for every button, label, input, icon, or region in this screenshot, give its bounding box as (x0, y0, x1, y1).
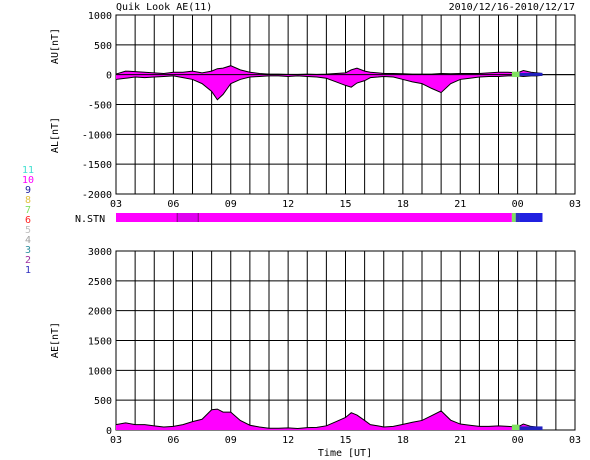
station-bar (116, 213, 543, 222)
station-segment-1 (519, 213, 543, 222)
y-tick-label: -1500 (82, 160, 112, 171)
y-tick-label: 2500 (88, 277, 112, 288)
legend-item-2: 2 (25, 255, 31, 266)
y-tick-label: 0 (106, 426, 112, 437)
ae-late-segment-green (511, 424, 520, 430)
x-tick-label: 03 (110, 199, 122, 210)
ae-area (116, 409, 543, 430)
y-tick-label: 3000 (88, 247, 112, 258)
late-segment-blue (519, 72, 543, 76)
y-tick-label: -2000 (82, 190, 112, 201)
x-tick-label: 00 (512, 435, 524, 446)
x-tick-label: 15 (339, 435, 351, 446)
y-tick-label: 1000 (88, 366, 112, 377)
legend-item-8: 8 (25, 195, 31, 206)
legend-item-1: 1 (25, 265, 31, 276)
au-area (116, 65, 543, 75)
date-range: 2010/12/16-2010/12/17 (449, 2, 575, 13)
au-line (115, 65, 543, 75)
legend-item-6: 6 (25, 215, 31, 226)
y-tick-label: 1500 (88, 337, 112, 348)
legend-item-11: 11 (22, 165, 34, 176)
y-tick-label: 500 (94, 396, 112, 407)
legend-item-5: 5 (25, 225, 31, 236)
x-tick-label: 00 (512, 199, 524, 210)
y-tick-label: 500 (94, 41, 112, 52)
x-tick-label: 03 (110, 435, 122, 446)
legend-item-9: 9 (25, 185, 31, 196)
al-area (116, 74, 543, 100)
ae-axis-label: AE[nT] (50, 322, 61, 358)
x-tick-label: 12 (282, 199, 294, 210)
x-tick-label: 03 (569, 199, 581, 210)
au-axis-label: AU[nT] (50, 28, 61, 64)
x-axis-label: Time [UT] (318, 448, 372, 459)
station-bar-label: N.STN (75, 214, 105, 225)
x-tick-label: 09 (225, 435, 237, 446)
x-tick-label: 03 (569, 435, 581, 446)
al-axis-label: AL[nT] (50, 117, 61, 153)
x-tick-label: 21 (454, 199, 466, 210)
ae-line (115, 408, 543, 430)
x-tick-label: 21 (454, 435, 466, 446)
legend-item-10: 10 (22, 175, 34, 186)
x-tick-label: 12 (282, 435, 294, 446)
chart-title: Quik Look AE(11) (116, 2, 212, 13)
x-tick-label: 06 (167, 199, 179, 210)
x-tick-label: 06 (167, 435, 179, 446)
x-tick-label: 09 (225, 199, 237, 210)
legend-item-3: 3 (25, 245, 31, 256)
station-segment-7 (511, 213, 516, 222)
x-tick-label: 18 (397, 199, 409, 210)
au-al-panel: AU[nT] AL[nT] 1000 500 0 -500 -1000 -1500 -200… (50, 11, 581, 210)
al-line (115, 74, 543, 101)
x-tick-label: 15 (339, 199, 351, 210)
x-tick-label: 18 (397, 435, 409, 446)
legend-item-7: 7 (25, 205, 31, 216)
y-tick-label: 0 (106, 71, 112, 82)
station-segment-10 (116, 213, 178, 222)
ae-late-segment-blue (519, 426, 543, 430)
station-segment-1 (515, 213, 520, 222)
station-segment-10 (198, 213, 512, 222)
y-tick-label: -1000 (82, 130, 112, 141)
station-segment-10 (177, 213, 199, 222)
late-segment-green (511, 71, 520, 78)
plot-frame (115, 14, 576, 195)
legend-item-4: 4 (25, 235, 31, 246)
y-tick-label: 2000 (88, 307, 112, 318)
y-tick-label: 1000 (88, 11, 112, 22)
ae-panel: AE[nT] Time [UT] 30002500200015001000500… (50, 247, 581, 459)
y-tick-label: -500 (88, 101, 112, 112)
